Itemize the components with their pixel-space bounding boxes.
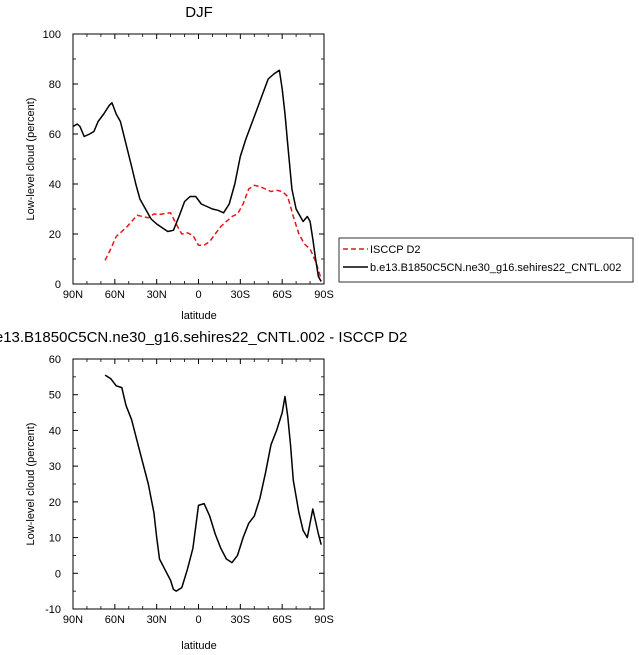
bottom-panel-ylabel: Low-level cloud (percent)	[25, 423, 37, 546]
bottom-panel-ytick-label: 20	[49, 497, 61, 509]
bottom-panel-ytick-label: 40	[49, 425, 61, 437]
top-panel-frame	[72, 33, 325, 285]
top-panel: DJF latitude Low-level cloud (percent) 9…	[25, 4, 334, 322]
top-panel-ylabel: Low-level cloud (percent)	[25, 98, 37, 221]
bottom-panel-ytick-label: 60	[49, 354, 61, 366]
top-panel-ytick-label: 40	[49, 179, 61, 191]
legend-entry-isccp: ISCCP D2	[370, 244, 421, 256]
top-panel-title: DJF	[185, 4, 213, 21]
bottom-panel-ytick-label: 50	[49, 390, 61, 402]
top-panel-ytick-label: 100	[43, 29, 61, 41]
bottom-panel-xlabel: latitude	[181, 640, 216, 652]
top-panel-ytick-label: 60	[49, 129, 61, 141]
top-panel-xtick-label: 60N	[105, 289, 125, 301]
bottom-panel-xtick-label: 30S	[231, 614, 251, 626]
top-panel-series-layer	[72, 69, 322, 282]
top-panel-ytick-label: 80	[49, 79, 61, 91]
bottom-panel-frame	[72, 358, 325, 610]
bottom-panel-xtick-label: 90N	[63, 614, 83, 626]
top-panel-xlabel: latitude	[181, 310, 216, 322]
bottom-panel-ytick-label: 30	[49, 461, 61, 473]
bottom-panel-series-layer	[104, 374, 322, 592]
bottom-panel-series-line-0	[104, 374, 322, 592]
top-panel-xtick-label: 60S	[272, 289, 292, 301]
bottom-panel-ytick-label: -10	[45, 604, 61, 616]
top-panel-series-line-1	[72, 69, 322, 282]
top-panel-xtick-label: 30N	[147, 289, 167, 301]
bottom-panel-xtick-label: 60S	[272, 614, 292, 626]
legend-entry-model: b.e13.B1850C5CN.ne30_g16.sehires22_CNTL.…	[370, 262, 621, 274]
bottom-panel-ticks-layer: 90N 60N 30N 0 30S 60S 90S -10 0 10 20 30 40 50 60	[45, 354, 334, 626]
bottom-panel-ytick-label: 10	[49, 533, 61, 545]
bottom-panel-xtick-label: 60N	[105, 614, 125, 626]
top-panel-series-line-0	[104, 184, 322, 280]
top-panel-ytick-label: 0	[55, 279, 61, 291]
top-panel-xtick-label: 0	[195, 289, 201, 301]
top-panel-xtick-label: 90N	[63, 289, 83, 301]
bottom-panel-ytick-label: 0	[55, 568, 61, 580]
bottom-panel-title: .e13.B1850C5CN.ne30_g16.sehires22_CNTL.0…	[0, 329, 407, 346]
legend: ISCCP D2 b.e13.B1850C5CN.ne30_g16.sehire…	[338, 237, 634, 283]
top-panel-xtick-label: 90S	[314, 289, 334, 301]
bottom-panel-xtick-label: 30N	[147, 614, 167, 626]
bottom-panel: .e13.B1850C5CN.ne30_g16.sehires22_CNTL.0…	[0, 329, 407, 652]
top-panel-ytick-label: 20	[49, 229, 61, 241]
bottom-panel-xtick-label: 0	[195, 614, 201, 626]
bottom-panel-xtick-label: 90S	[314, 614, 334, 626]
top-panel-xtick-label: 30S	[231, 289, 251, 301]
legend-box	[338, 237, 634, 283]
